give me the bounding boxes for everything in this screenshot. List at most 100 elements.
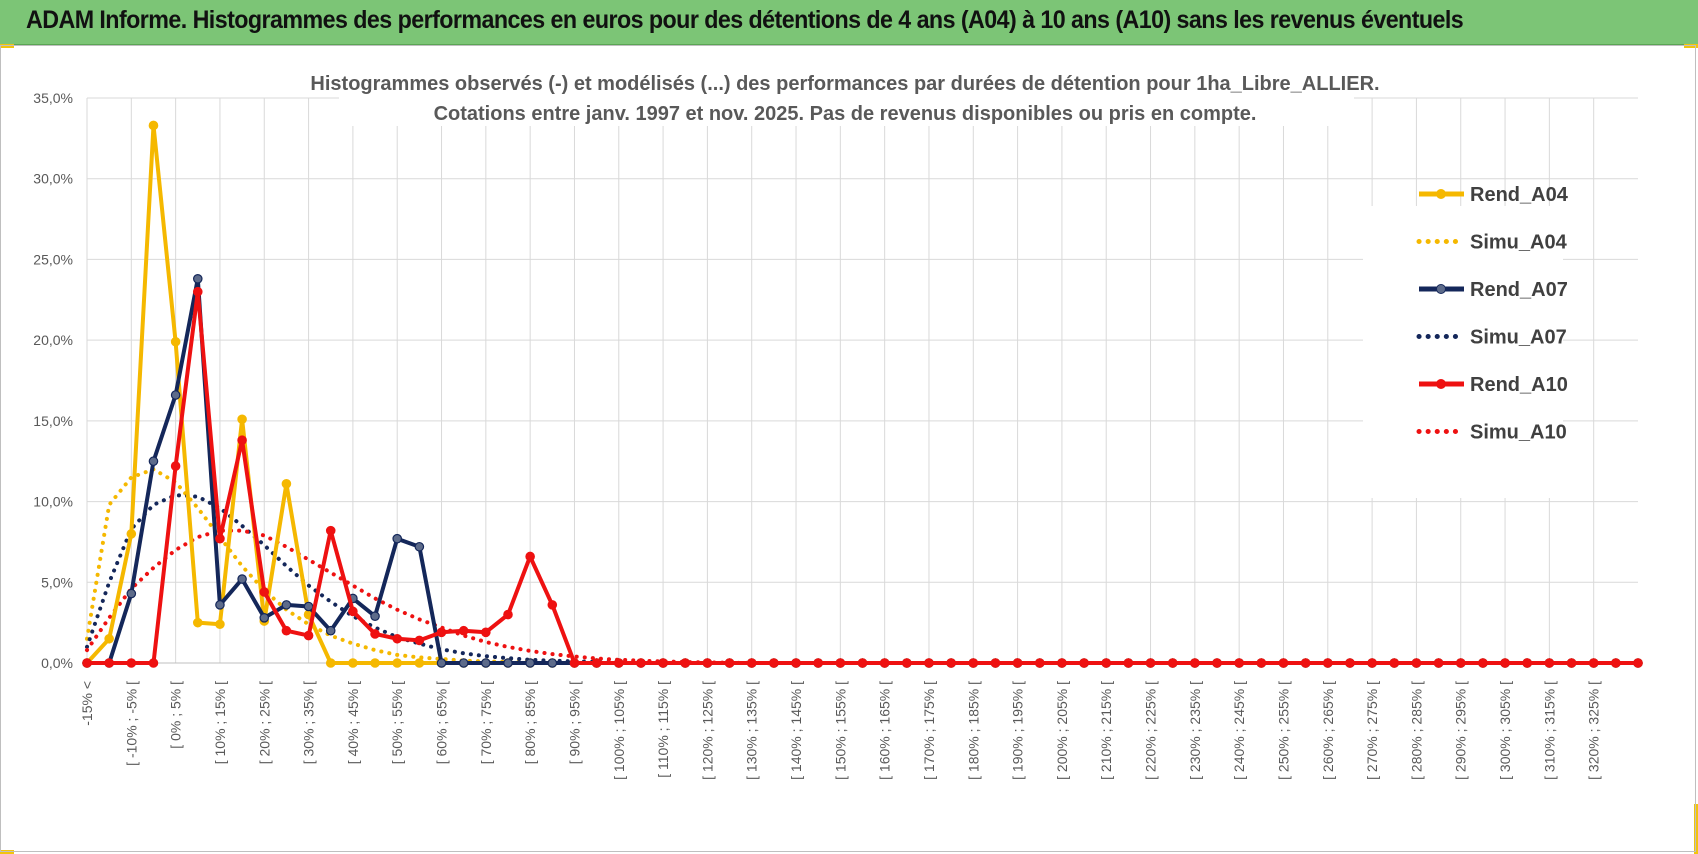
x-tick-label: [ 110% ; 115% [ <box>655 681 671 778</box>
x-tick-label: [ 60% ; 65% [ <box>434 681 450 764</box>
x-tick-label: [ 0% ; 5% [ <box>168 681 184 749</box>
x-tick-label: [ 160% ; 165% [ <box>877 681 893 780</box>
point-Rend_A04 <box>348 658 358 668</box>
x-tick-label: -15% < <box>79 681 95 726</box>
point-Rend_A10 <box>724 658 735 668</box>
point-Rend_A04 <box>414 658 425 668</box>
legend-label-Rend_A10: Rend_A10 <box>1470 374 1568 396</box>
x-tick-label: [ 130% ; 135% [ <box>744 681 760 780</box>
point-Rend_A10 <box>1566 658 1577 668</box>
corner-mark-top-right <box>1684 44 1698 48</box>
point-Rend_A10 <box>1633 658 1643 668</box>
chart-frame: 0,0% 5,0% 10,0% 15,0% 20,0% 25,0% 30,0% 35,0% -… <box>0 45 1696 852</box>
point-Rend_A10 <box>946 658 956 668</box>
point-Rend_A10 <box>1478 658 1488 668</box>
point-Rend_A10 <box>636 658 646 668</box>
point-Rend_A04 <box>126 529 137 539</box>
y-tick-label: 20,0% <box>33 332 73 348</box>
legend-item-Simu_A10: Simu_A10 <box>1416 422 1567 444</box>
point-Rend_A10 <box>1588 658 1599 668</box>
point-Rend_A10 <box>170 461 181 471</box>
point-Rend_A10 <box>281 625 292 636</box>
point-Rend_A10 <box>658 658 668 668</box>
point-Rend_A10 <box>857 658 868 668</box>
point-Rend_A07 <box>370 611 380 621</box>
point-Rend_A07 <box>503 658 513 668</box>
point-Rend_A10 <box>414 635 425 646</box>
x-tick-label: [ 280% ; 285% [ <box>1408 681 1424 780</box>
point-Rend_A07 <box>148 456 159 467</box>
chart-title-background <box>339 62 1354 126</box>
x-tick-label: [ 40% ; 45% [ <box>345 681 361 764</box>
point-Rend_A10 <box>1234 658 1244 668</box>
point-Rend_A10 <box>237 435 247 446</box>
corner-mark-bottom-left <box>0 850 14 854</box>
point-Rend_A10 <box>192 286 203 297</box>
point-Rend_A10 <box>835 658 846 668</box>
x-tick-label: [ 290% ; 295% [ <box>1453 681 1469 780</box>
point-Rend_A07 <box>126 588 137 599</box>
legend-label-Rend_A07: Rend_A07 <box>1470 279 1568 301</box>
point-Rend_A07 <box>547 658 558 668</box>
point-Rend_A10 <box>746 658 757 668</box>
y-tick-label: 5,0% <box>41 574 73 590</box>
point-Rend_A04 <box>192 617 203 628</box>
x-tick-label: [ 230% ; 235% [ <box>1187 681 1203 780</box>
point-Rend_A10 <box>503 609 513 620</box>
point-Rend_A10 <box>1323 658 1333 668</box>
point-Rend_A10 <box>481 627 491 638</box>
x-tick-label: [ 250% ; 255% [ <box>1275 681 1291 780</box>
point-Rend_A07 <box>303 601 314 612</box>
point-Rend_A10 <box>680 658 691 668</box>
legend-item-Simu_A04: Simu_A04 <box>1416 232 1568 254</box>
point-Rend_A10 <box>1278 658 1289 668</box>
x-tick-label: [ 310% ; 315% [ <box>1541 681 1557 780</box>
y-tick-label: 35,0% <box>33 90 73 106</box>
x-tick-label: [ -10% ; -5% [ <box>123 681 139 766</box>
point-Rend_A10 <box>1345 658 1355 668</box>
report-banner: ADAM Informe. Histogrammes des performan… <box>0 0 1698 46</box>
point-Rend_A04 <box>392 658 402 668</box>
point-Rend_A10 <box>1522 658 1533 668</box>
x-tick-label: [ 150% ; 155% [ <box>832 681 848 780</box>
point-Rend_A10 <box>547 600 558 610</box>
y-tick-label: 30,0% <box>33 171 73 187</box>
point-Rend_A07 <box>414 541 425 552</box>
point-Rend_A10 <box>968 658 979 668</box>
legend-item-Simu_A07: Simu_A07 <box>1416 327 1567 349</box>
point-Rend_A10 <box>1034 658 1045 668</box>
point-Rend_A10 <box>1389 658 1400 668</box>
point-Rend_A10 <box>813 658 823 668</box>
point-Rend_A07 <box>192 274 203 284</box>
chart-title-line1: Histogrammes observés (-) et modélisés (… <box>310 73 1379 95</box>
point-Rend_A10 <box>1212 658 1222 668</box>
legend-marker-Rend_A07 <box>1436 284 1446 294</box>
point-Rend_A10 <box>525 551 535 562</box>
point-Rend_A10 <box>569 658 580 668</box>
point-Rend_A10 <box>990 658 1001 668</box>
x-tick-label: [ 50% ; 55% [ <box>389 681 405 764</box>
point-Rend_A07 <box>436 658 447 668</box>
corner-mark-bottom-right <box>1694 804 1698 854</box>
point-Rend_A10 <box>1123 658 1134 668</box>
point-Rend_A04 <box>370 658 380 668</box>
point-Rend_A10 <box>1167 658 1178 668</box>
point-Rend_A07 <box>259 612 270 623</box>
point-Rend_A04 <box>281 479 292 489</box>
point-Rend_A10 <box>1411 658 1422 668</box>
point-Rend_A10 <box>215 533 225 544</box>
point-Rend_A10 <box>1455 658 1466 668</box>
x-tick-label: [ 190% ; 195% [ <box>1010 681 1026 780</box>
legend: Rend_A04 Simu_A04 Rend_A07 Simu_A07 Rend_A10… <box>1363 184 1569 498</box>
point-Rend_A10 <box>924 658 934 668</box>
x-tick-label: [ 10% ; 15% [ <box>212 681 228 764</box>
corner-mark-top-left <box>0 44 14 48</box>
point-Rend_A10 <box>392 633 402 644</box>
point-Rend_A10 <box>370 629 380 639</box>
point-Rend_A10 <box>1079 658 1089 668</box>
x-tick-label: [ 140% ; 145% [ <box>788 681 804 780</box>
point-Rend_A10 <box>1544 658 1555 668</box>
x-tick-label: [ 270% ; 275% [ <box>1364 681 1380 780</box>
point-Rend_A07 <box>325 625 336 636</box>
point-Rend_A07 <box>481 658 491 668</box>
